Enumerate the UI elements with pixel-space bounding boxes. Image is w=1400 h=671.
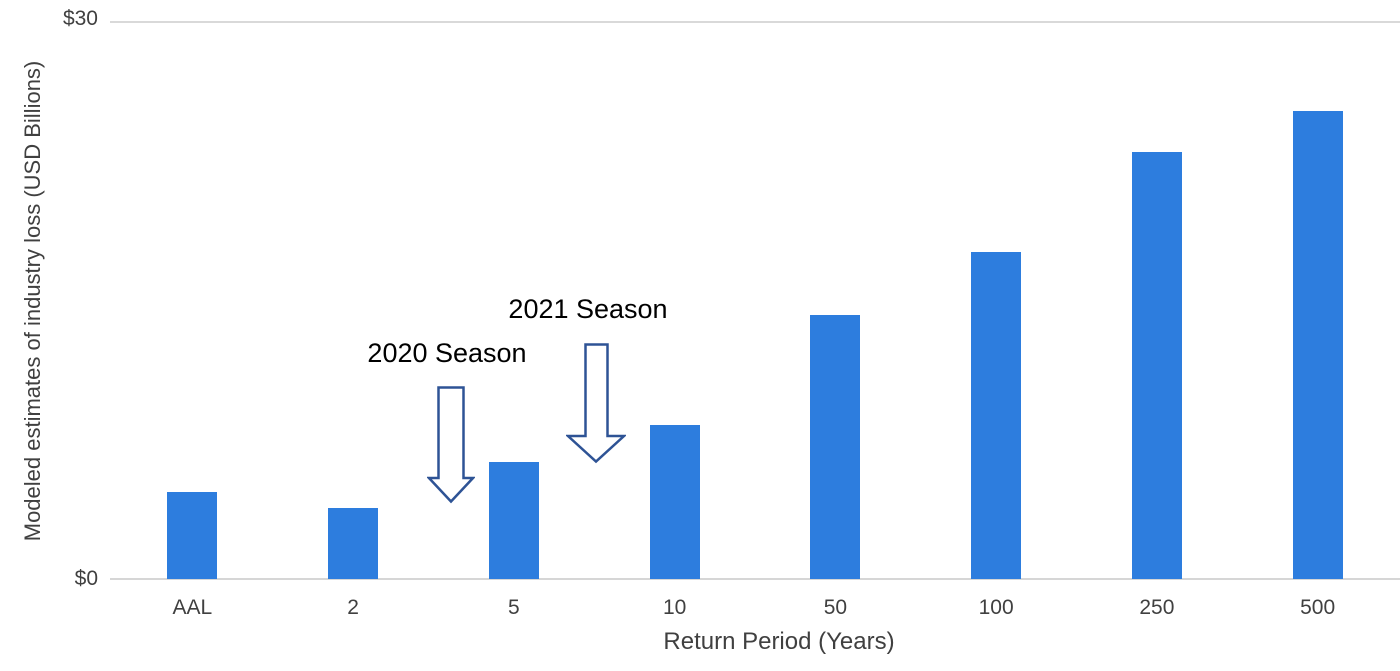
x-tick-label-2: 2 — [347, 596, 359, 619]
bar-10 — [649, 425, 700, 579]
bar-2 — [328, 508, 379, 579]
x-tick-label-500: 500 — [1300, 596, 1336, 619]
bar-250 — [1131, 152, 1182, 579]
gridline-30 — [110, 21, 1400, 23]
x-tick-label-100: 100 — [978, 596, 1014, 619]
bar-AAL — [167, 492, 218, 579]
annotation-2020-season-label: 2020 Season — [367, 338, 527, 368]
bar-100 — [971, 252, 1022, 579]
bar-5 — [488, 462, 539, 579]
x-tick-label-5: 5 — [508, 596, 520, 619]
x-tick-label-AAL: AAL — [172, 596, 213, 619]
down-arrow-icon — [564, 343, 628, 469]
x-tick-label-10: 10 — [662, 596, 687, 619]
bar-500 — [1292, 111, 1343, 579]
y-axis-title: Modeled estimates of industry loss (USD … — [20, 60, 45, 542]
x-axis-title: Return Period (Years) — [663, 628, 895, 655]
x-axis-line — [110, 578, 1400, 580]
annotation-2021-season-label: 2021 Season — [508, 294, 668, 324]
x-tick-label-50: 50 — [823, 596, 848, 619]
down-arrow-icon — [426, 386, 476, 509]
y-tick-label-30: $30 — [62, 7, 98, 30]
x-tick-label-250: 250 — [1139, 596, 1175, 619]
y-tick-label-0: $0 — [74, 567, 98, 590]
bar-50 — [810, 315, 861, 579]
